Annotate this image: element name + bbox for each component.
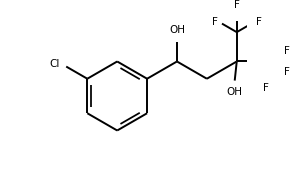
Text: F: F <box>212 17 218 27</box>
Text: OH: OH <box>169 26 185 35</box>
Text: F: F <box>284 67 290 77</box>
Text: F: F <box>284 46 290 56</box>
Text: F: F <box>256 17 261 27</box>
Text: Cl: Cl <box>49 59 60 69</box>
Text: OH: OH <box>227 88 243 97</box>
Text: F: F <box>263 83 269 93</box>
Text: F: F <box>234 0 240 10</box>
